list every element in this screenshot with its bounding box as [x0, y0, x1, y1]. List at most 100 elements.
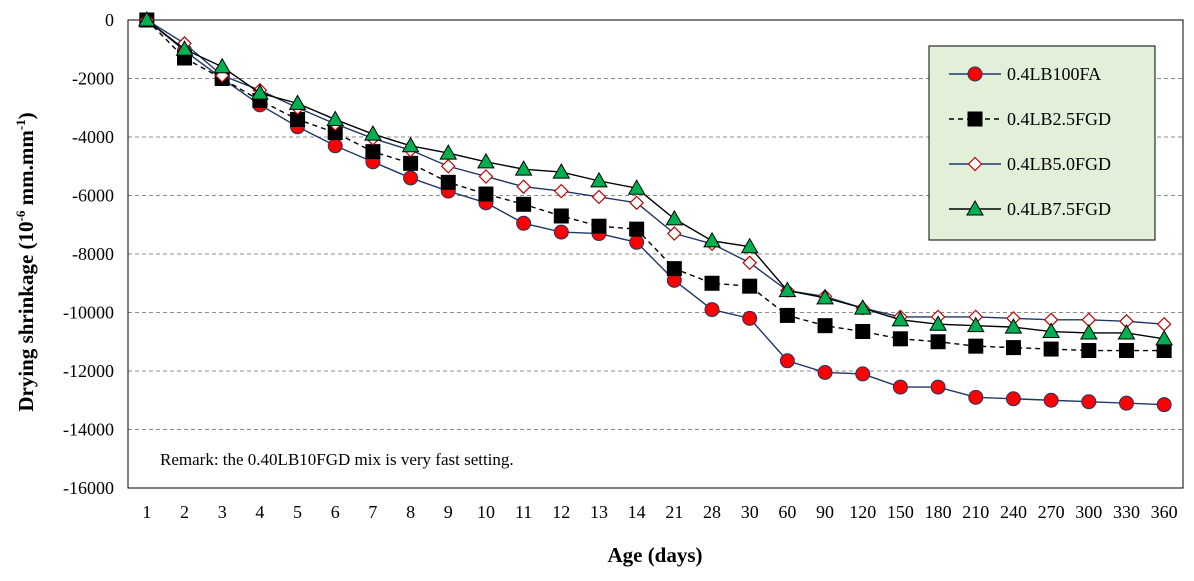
data-point	[704, 302, 720, 318]
data-point	[439, 144, 458, 160]
data-point	[175, 40, 194, 56]
y-axis-ticks: 0 -2000 -4000 -6000 -8000 -10000 -12000 -14000 -…	[63, 10, 114, 498]
data-point	[478, 186, 494, 202]
data-point	[1118, 343, 1134, 359]
data-point	[1156, 316, 1172, 332]
data-point	[703, 231, 721, 248]
data-point	[326, 110, 345, 126]
data-point	[1043, 341, 1059, 357]
x-tick-label: 360	[1151, 502, 1178, 522]
y-tick-label: -10000	[63, 303, 114, 323]
x-tick-label: 270	[1038, 502, 1065, 522]
y-tick-label: -2000	[72, 69, 114, 89]
y-axis-title-part3: )	[14, 112, 38, 119]
x-tick-label: 240	[1000, 502, 1027, 522]
legend-marker	[967, 156, 983, 172]
data-point	[364, 125, 382, 141]
x-tick-label: 3	[218, 502, 227, 522]
legend-entry: 0.4LB2.5FGD	[949, 109, 1111, 129]
data-point	[516, 196, 532, 212]
gridlines	[128, 78, 1183, 430]
data-point	[855, 366, 871, 382]
data-point	[1156, 397, 1172, 413]
data-point	[629, 221, 645, 237]
x-tick-label: 90	[816, 502, 834, 522]
data-point	[440, 174, 456, 190]
data-point	[1005, 340, 1021, 356]
data-point	[137, 10, 156, 27]
x-tick-label: 300	[1075, 502, 1102, 522]
legend-box	[928, 45, 1156, 241]
data-point	[590, 171, 608, 188]
legend-entry: 0.4LB5.0FGD	[949, 154, 1111, 174]
series-line	[146, 19, 1165, 340]
series-group	[137, 10, 1174, 413]
legend-label: 0.4LB5.0FGD	[1007, 154, 1111, 174]
data-point	[327, 138, 343, 154]
data-point	[553, 224, 569, 240]
x-tick-label: 12	[552, 502, 570, 522]
x-tick-label: 1	[142, 502, 151, 522]
data-point	[742, 310, 758, 326]
legend-label: 0.4LB2.5FGD	[1007, 109, 1111, 129]
data-point	[778, 281, 797, 298]
y-tick-label: -4000	[72, 127, 114, 147]
data-point	[966, 316, 985, 333]
legend-marker	[966, 199, 984, 216]
x-tick-label: 4	[255, 502, 264, 522]
data-point	[892, 331, 908, 347]
x-tick-label: 210	[962, 502, 989, 522]
series-0.4LB2.5FGD	[139, 12, 1172, 359]
data-point	[930, 334, 946, 350]
data-point	[1042, 322, 1060, 339]
data-point	[1043, 392, 1059, 408]
data-point	[817, 364, 833, 380]
x-tick-label: 150	[887, 502, 914, 522]
legend-entry: 0.4LB7.5FGD	[949, 199, 1111, 219]
data-point	[1004, 318, 1023, 334]
x-tick-label: 13	[590, 502, 608, 522]
data-point	[968, 338, 984, 354]
data-point	[365, 144, 381, 160]
data-point	[816, 288, 834, 305]
x-tick-label: 6	[331, 502, 340, 522]
x-tick-label: 21	[665, 502, 683, 522]
data-point	[779, 307, 795, 323]
x-tick-label: 120	[849, 502, 876, 522]
data-point	[892, 379, 908, 395]
data-point	[1155, 329, 1174, 346]
legend-marker	[967, 66, 983, 82]
y-tick-label: -6000	[72, 186, 114, 206]
data-point	[1005, 391, 1021, 407]
data-point	[742, 278, 758, 294]
data-point	[403, 155, 419, 171]
x-axis-ticks: 1 2 3 4 5 6 7 8 9 10 11 12 13 14 21 28 30 60 90 120 150 180 21…	[142, 502, 1177, 522]
legend: 0.4LB100FA 0.4LB2.5FGD 0.4LB5.0FGD 0.4LB7.5…	[928, 45, 1156, 241]
data-point	[478, 169, 494, 184]
legend-label: 0.4LB100FA	[1007, 64, 1101, 84]
y-axis-title-part2: mm.mm	[14, 130, 38, 211]
y-axis-title-sup1: -6	[13, 210, 28, 221]
x-axis-title: Age (days)	[607, 543, 702, 567]
chart-remark: Remark: the 0.40LB10FGD mix is very fast…	[160, 450, 514, 469]
data-point	[553, 183, 569, 199]
data-point	[665, 209, 684, 226]
data-point	[552, 163, 571, 179]
x-tick-label: 60	[778, 502, 796, 522]
data-point	[627, 179, 646, 195]
legend-entry: 0.4LB100FA	[949, 64, 1101, 84]
data-point	[704, 275, 720, 291]
x-tick-label: 180	[925, 502, 952, 522]
data-point	[288, 94, 307, 110]
data-point	[251, 84, 269, 100]
data-point	[855, 324, 871, 340]
data-point	[477, 152, 495, 169]
data-point	[930, 379, 946, 395]
y-tick-label: -8000	[72, 244, 114, 264]
y-tick-label: -16000	[63, 478, 114, 498]
data-point	[817, 318, 833, 334]
series-line	[146, 19, 1165, 406]
x-tick-label: 5	[293, 502, 302, 522]
